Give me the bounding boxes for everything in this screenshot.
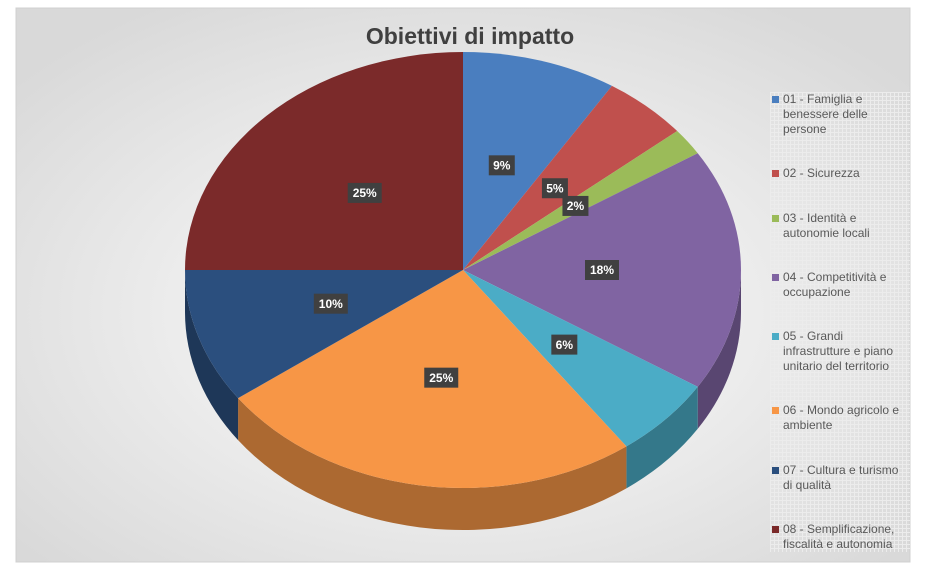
data-label-box <box>424 367 459 388</box>
legend-item: 06 - Mondo agricolo e ambiente <box>770 403 910 433</box>
legend-swatch <box>772 525 779 533</box>
pie-slice <box>185 270 463 399</box>
pie-slice <box>463 52 612 270</box>
legend-swatch <box>772 214 779 222</box>
legend-swatch <box>772 273 779 281</box>
pie-slice <box>463 85 678 270</box>
data-label-box <box>551 334 578 355</box>
data-label: 6% <box>556 338 574 352</box>
legend-swatch <box>772 170 779 178</box>
legend-item: 05 - Grandi infrastrutture e piano unita… <box>770 329 910 374</box>
legend-swatch <box>772 333 779 341</box>
data-label: 10% <box>319 297 343 311</box>
data-label: 9% <box>493 158 511 172</box>
legend-swatch <box>772 466 779 474</box>
legend-item: 04 - Competitività e occupazione <box>770 270 910 300</box>
slice-side <box>185 270 239 441</box>
legend-swatch <box>772 96 779 103</box>
legend-item: 08 - Semplificazione, fiscalità e autono… <box>770 522 910 552</box>
legend-item: 02 - Sicurezza <box>770 166 910 181</box>
legend-swatch <box>772 407 779 415</box>
legend-label: 08 - Semplificazione, fiscalità e autono… <box>783 521 895 551</box>
slice-side <box>697 270 741 429</box>
pie-slice <box>463 270 698 447</box>
slice-side <box>238 398 627 530</box>
legend-label: 05 - Grandi infrastrutture e piano unita… <box>783 329 894 374</box>
data-label: 18% <box>590 263 614 277</box>
data-label-box <box>347 182 382 203</box>
legend-item: 03 - Identità e autonomie locali <box>770 211 910 241</box>
data-label: 2% <box>567 199 585 213</box>
pie-slice <box>185 52 463 270</box>
legend-label: 06 - Mondo agricolo e ambiente <box>783 403 900 433</box>
data-label-box <box>488 155 515 176</box>
legend: 01 - Famiglia e benessere delle persone 0… <box>770 92 910 552</box>
legend-label: 02 - Sicurezza <box>783 166 860 181</box>
data-label: 25% <box>429 371 453 385</box>
legend-item: 01 - Famiglia e benessere delle persone <box>770 92 910 137</box>
legend-label: 01 - Famiglia e benessere delle persone <box>783 92 868 136</box>
legend-item: 07 - Cultura e turismo di qualità <box>770 463 910 493</box>
legend-label: 04 - Competitività e occupazione <box>783 269 887 299</box>
data-label: 5% <box>546 181 564 195</box>
data-label-box <box>562 195 589 216</box>
legend-label: 07 - Cultura e turismo di qualità <box>783 462 899 492</box>
data-label: 25% <box>353 186 377 200</box>
legend-label: 03 - Identità e autonomie locali <box>783 210 870 240</box>
data-label-box <box>585 260 619 280</box>
slice-side <box>626 386 698 489</box>
data-label-box <box>541 178 568 199</box>
data-label-box <box>313 293 348 314</box>
chart-title: Obiettivi di impatto <box>366 23 574 49</box>
